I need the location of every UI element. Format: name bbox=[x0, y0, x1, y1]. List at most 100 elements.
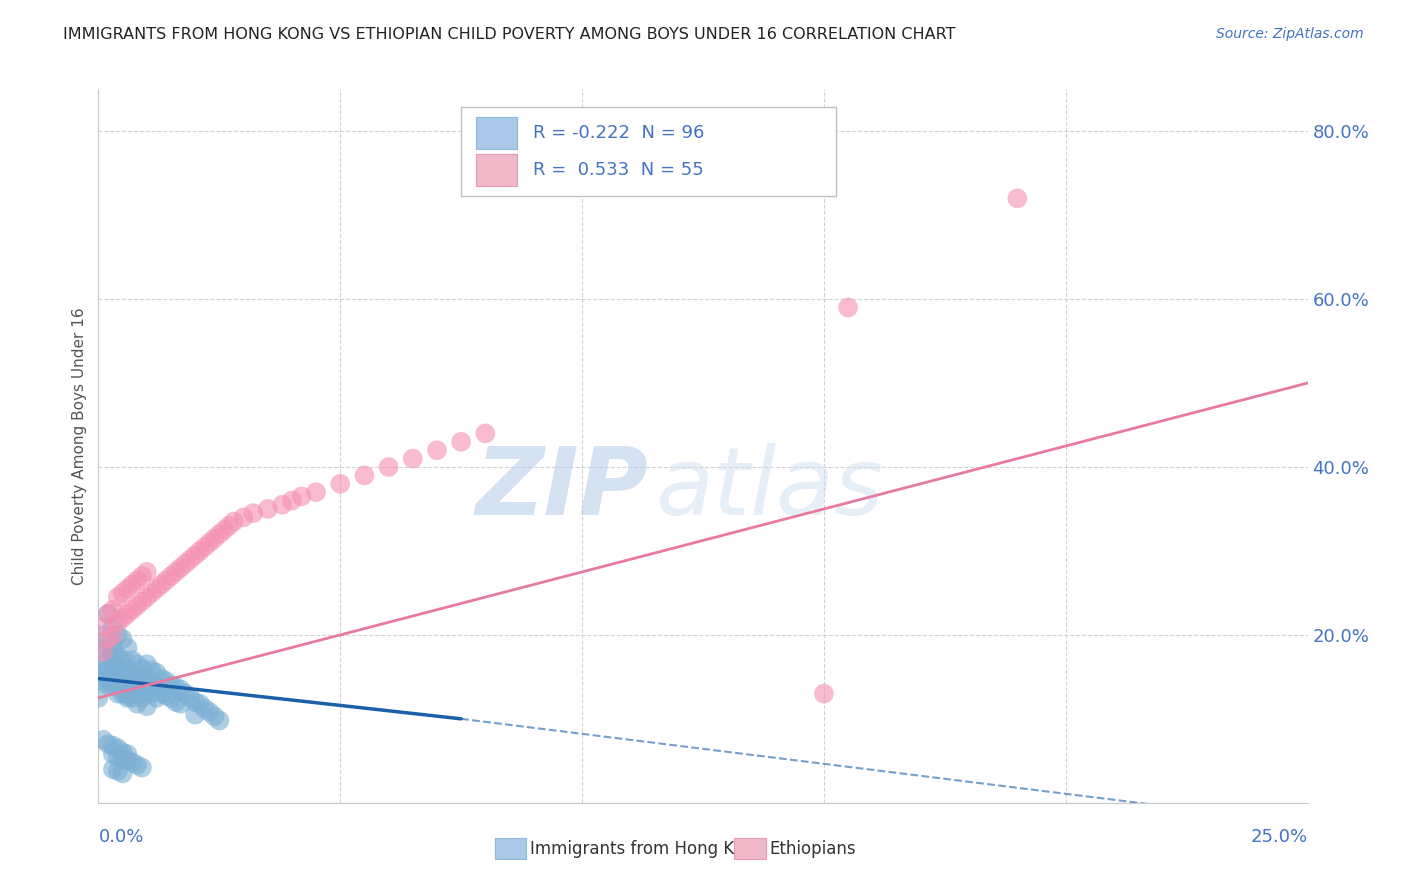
Point bbox=[290, 489, 312, 503]
Point bbox=[107, 670, 129, 684]
Point bbox=[91, 628, 114, 642]
Point bbox=[117, 607, 139, 621]
Point bbox=[135, 672, 157, 686]
Point bbox=[174, 687, 197, 701]
Point bbox=[111, 611, 134, 625]
Point bbox=[111, 766, 134, 780]
Point bbox=[97, 678, 120, 692]
Point bbox=[150, 687, 173, 701]
Y-axis label: Child Poverty Among Boys Under 16: Child Poverty Among Boys Under 16 bbox=[72, 307, 87, 585]
Point bbox=[107, 628, 129, 642]
Point bbox=[101, 640, 124, 655]
Point bbox=[204, 709, 226, 723]
Point bbox=[474, 426, 496, 441]
Text: ZIP: ZIP bbox=[475, 442, 648, 535]
Point bbox=[165, 565, 187, 579]
Point bbox=[97, 632, 120, 646]
Point bbox=[91, 645, 114, 659]
Point bbox=[101, 619, 124, 633]
Point bbox=[97, 653, 120, 667]
Point bbox=[150, 577, 173, 591]
Point bbox=[131, 594, 153, 608]
Point bbox=[131, 690, 153, 705]
Point bbox=[141, 663, 163, 677]
Point bbox=[198, 705, 221, 719]
Point bbox=[117, 582, 139, 596]
Point bbox=[194, 702, 217, 716]
Point bbox=[121, 756, 143, 770]
FancyBboxPatch shape bbox=[734, 838, 766, 859]
Point bbox=[150, 672, 173, 686]
Point bbox=[117, 689, 139, 703]
Point bbox=[97, 607, 120, 621]
Point bbox=[256, 502, 278, 516]
Point bbox=[135, 565, 157, 579]
Point bbox=[127, 670, 149, 684]
Point bbox=[169, 682, 191, 697]
Point bbox=[121, 653, 143, 667]
Text: Ethiopians: Ethiopians bbox=[769, 840, 856, 858]
Point bbox=[101, 678, 124, 692]
Point bbox=[165, 695, 187, 709]
Point bbox=[135, 699, 157, 714]
Point bbox=[127, 574, 149, 588]
Point bbox=[179, 690, 201, 705]
Point bbox=[101, 670, 124, 684]
Text: IMMIGRANTS FROM HONG KONG VS ETHIOPIAN CHILD POVERTY AMONG BOYS UNDER 16 CORRELA: IMMIGRANTS FROM HONG KONG VS ETHIOPIAN C… bbox=[63, 27, 956, 42]
Point bbox=[111, 663, 134, 677]
Point bbox=[111, 665, 134, 680]
Point bbox=[121, 665, 143, 680]
Point bbox=[222, 515, 245, 529]
FancyBboxPatch shape bbox=[475, 154, 517, 186]
Point bbox=[145, 582, 167, 596]
Point bbox=[97, 674, 120, 689]
Text: 0.0%: 0.0% bbox=[98, 828, 143, 846]
Point bbox=[329, 476, 352, 491]
Point bbox=[188, 544, 211, 558]
Point bbox=[107, 615, 129, 630]
Point bbox=[107, 687, 129, 701]
Point bbox=[107, 676, 129, 690]
Point bbox=[141, 678, 163, 692]
Point bbox=[160, 678, 183, 692]
Point bbox=[91, 674, 114, 689]
Point bbox=[111, 586, 134, 600]
FancyBboxPatch shape bbox=[495, 838, 526, 859]
Point bbox=[131, 569, 153, 583]
Point bbox=[208, 714, 231, 728]
Point bbox=[127, 687, 149, 701]
Point bbox=[101, 648, 124, 663]
Point bbox=[121, 603, 143, 617]
Point bbox=[107, 648, 129, 663]
Point bbox=[91, 619, 114, 633]
Point bbox=[127, 676, 149, 690]
Point bbox=[450, 434, 472, 449]
Point bbox=[155, 674, 177, 689]
Point bbox=[837, 301, 859, 315]
Point bbox=[107, 764, 129, 778]
Point bbox=[145, 680, 167, 694]
Text: atlas: atlas bbox=[655, 443, 883, 534]
Point bbox=[353, 468, 375, 483]
Point bbox=[107, 749, 129, 764]
Point bbox=[111, 746, 134, 760]
Point bbox=[184, 548, 207, 562]
Point bbox=[91, 657, 114, 672]
Text: Source: ZipAtlas.com: Source: ZipAtlas.com bbox=[1216, 27, 1364, 41]
FancyBboxPatch shape bbox=[461, 107, 837, 196]
Point bbox=[101, 603, 124, 617]
Point bbox=[121, 690, 143, 705]
Point bbox=[194, 540, 217, 554]
Point bbox=[117, 747, 139, 761]
Point bbox=[160, 690, 183, 705]
Point bbox=[131, 661, 153, 675]
Point bbox=[127, 697, 149, 711]
Point bbox=[242, 506, 264, 520]
Point bbox=[198, 535, 221, 549]
Point bbox=[169, 560, 191, 574]
Point bbox=[174, 557, 197, 571]
Point bbox=[127, 599, 149, 613]
Point bbox=[179, 552, 201, 566]
Point bbox=[145, 665, 167, 680]
Text: 25.0%: 25.0% bbox=[1250, 828, 1308, 846]
